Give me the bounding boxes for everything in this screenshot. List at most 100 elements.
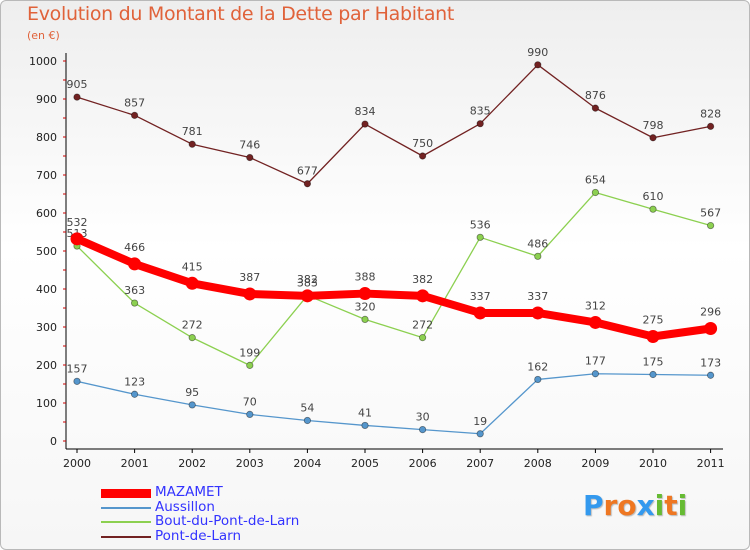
legend-label: Pont-de-Larn (155, 527, 242, 544)
x-tick-label: 2002 (178, 457, 206, 470)
data-label: 905 (67, 78, 88, 91)
data-point (476, 430, 484, 438)
x-tick-label: 2004 (293, 457, 321, 470)
data-label: 798 (643, 119, 664, 132)
x-tick-label: 2009 (581, 457, 609, 470)
x-tick-label: 2005 (351, 457, 379, 470)
data-label: 383 (297, 276, 318, 289)
data-point (646, 330, 660, 343)
y-tick-label: 400 (36, 283, 57, 296)
legend-swatch (101, 489, 151, 498)
legend-swatch (101, 521, 151, 523)
data-point (476, 233, 484, 241)
data-point (246, 410, 254, 418)
x-tick-label: 2011 (697, 457, 725, 470)
series-bout-du-pont-de-larn: 513363272199383320272536486654610567 (67, 173, 721, 369)
data-point (131, 111, 139, 119)
data-label: 388 (355, 271, 376, 284)
data-point (361, 315, 369, 323)
unit-label: (en €) (27, 29, 60, 42)
data-point (416, 289, 430, 303)
data-label: 275 (643, 314, 664, 327)
data-point (303, 416, 311, 425)
y-tick-label: 800 (36, 131, 57, 144)
data-label: 387 (239, 271, 260, 284)
data-label: 162 (527, 360, 548, 373)
data-label: 177 (585, 355, 606, 368)
x-tick-label: 2006 (409, 457, 437, 470)
data-label: 654 (585, 173, 606, 186)
y-tick-label: 700 (36, 169, 57, 182)
data-label: 272 (182, 319, 203, 332)
logo-letter: i (677, 489, 688, 522)
data-point (73, 93, 81, 101)
data-point (185, 276, 199, 290)
data-label: 610 (643, 190, 664, 203)
data-label: 532 (67, 216, 88, 229)
data-label: 296 (700, 306, 721, 319)
data-point (73, 377, 81, 385)
data-label: 567 (700, 207, 721, 220)
legend-swatch (101, 506, 151, 509)
data-label: 677 (297, 165, 318, 178)
data-point (300, 289, 314, 303)
data-point (649, 134, 657, 142)
data-point (131, 299, 139, 307)
data-label: 337 (527, 290, 548, 303)
data-label: 272 (412, 319, 433, 332)
series-line-aussillon (76, 373, 712, 435)
y-tick-label: 300 (36, 321, 57, 334)
x-tick-label: 2010 (639, 457, 667, 470)
data-label: 746 (239, 139, 260, 152)
series-line-bout-du-pont-de-larn (76, 191, 712, 367)
data-label: 199 (239, 346, 260, 359)
data-label: 70 (243, 395, 257, 408)
logo-letter: t (664, 489, 678, 522)
data-point (243, 287, 257, 301)
data-point (534, 252, 542, 260)
data-point (188, 140, 196, 148)
data-point (591, 104, 600, 112)
legend-label: MAZAMET (155, 484, 223, 500)
series-line-mazamet (73, 234, 715, 341)
data-label: 320 (355, 300, 376, 313)
data-label: 415 (182, 260, 203, 273)
x-tick-label: 2007 (466, 457, 494, 470)
data-point (534, 61, 542, 69)
data-point (473, 306, 487, 320)
data-label: 750 (412, 137, 433, 150)
data-label: 123 (124, 375, 145, 388)
legend-swatch (101, 535, 151, 538)
data-point (131, 390, 139, 398)
series-line-pont-de-larn (76, 64, 712, 185)
logo-letter: i (654, 489, 665, 522)
data-point (358, 287, 372, 301)
data-label: 536 (470, 218, 491, 231)
logo-letter: r (603, 489, 618, 522)
data-point (70, 232, 84, 246)
data-point (246, 361, 254, 369)
data-point (361, 120, 369, 128)
data-label: 95 (185, 386, 199, 399)
data-label: 54 (300, 401, 314, 414)
legend-label: Aussillon (155, 498, 215, 515)
data-point (188, 334, 196, 342)
proxiti-logo: Proxiti (583, 489, 687, 522)
y-tick-label: 100 (36, 397, 57, 410)
data-point (418, 425, 427, 434)
data-label: 466 (124, 241, 145, 254)
data-label: 30 (416, 411, 430, 424)
data-point (649, 370, 657, 379)
data-label: 337 (470, 290, 491, 303)
data-point (704, 322, 718, 336)
data-point (303, 180, 311, 188)
data-label: 175 (643, 356, 664, 369)
data-label: 876 (585, 89, 606, 102)
data-label: 835 (470, 105, 491, 118)
x-tick-label: 2008 (524, 457, 552, 470)
logo-letter: P (583, 489, 604, 522)
data-label: 312 (585, 299, 606, 312)
data-point (531, 306, 545, 320)
data-label: 382 (297, 273, 318, 286)
